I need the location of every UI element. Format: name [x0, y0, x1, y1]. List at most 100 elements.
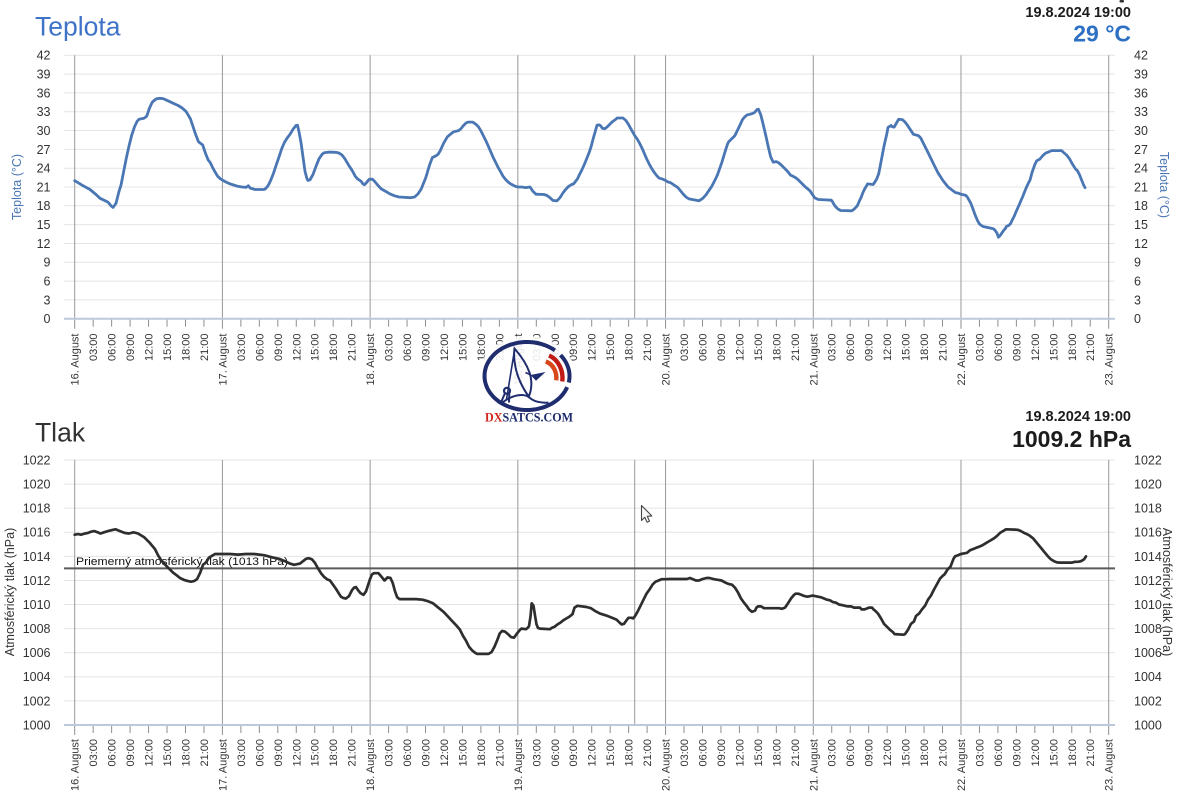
svg-text:21. August: 21. August [808, 334, 820, 386]
svg-text:1012: 1012 [1134, 574, 1162, 588]
svg-text:12:00: 12:00 [439, 739, 451, 767]
svg-text:15:00: 15:00 [162, 739, 174, 767]
svg-text:3: 3 [44, 293, 51, 307]
svg-text:15:00: 15:00 [1048, 334, 1060, 362]
svg-text:1012: 1012 [23, 574, 51, 588]
svg-text:06:00: 06:00 [254, 739, 266, 767]
svg-text:17. August: 17. August [217, 739, 229, 791]
svg-text:18:00: 18:00 [624, 334, 636, 362]
svg-text:36: 36 [37, 86, 51, 100]
svg-text:18:00: 18:00 [476, 739, 488, 767]
svg-text:15:00: 15:00 [457, 334, 469, 362]
svg-text:Teplota: Teplota [35, 12, 121, 42]
svg-text:1006: 1006 [23, 646, 51, 660]
svg-text:12:00: 12:00 [439, 334, 451, 362]
svg-text:03:00: 03:00 [88, 739, 100, 767]
svg-text:03:00: 03:00 [974, 334, 986, 362]
svg-text:Teplota (°C): Teplota (°C) [1157, 152, 1171, 218]
svg-text:18:00: 18:00 [771, 739, 783, 767]
svg-text:18:00: 18:00 [180, 334, 192, 362]
svg-text:15:00: 15:00 [901, 739, 913, 767]
svg-text:1018: 1018 [1134, 502, 1162, 516]
svg-text:18:00: 18:00 [1067, 739, 1079, 767]
svg-text:30: 30 [1134, 124, 1148, 138]
svg-text:1014: 1014 [23, 550, 51, 564]
svg-text:12: 12 [1134, 237, 1148, 251]
svg-text:27: 27 [37, 143, 51, 157]
svg-text:09:00: 09:00 [1011, 334, 1023, 362]
svg-text:23. August: 23. August [1104, 334, 1116, 386]
svg-text:06:00: 06:00 [107, 739, 119, 767]
svg-text:21:00: 21:00 [642, 334, 654, 362]
svg-text:Teplota (°C): Teplota (°C) [10, 154, 24, 220]
svg-text:12:00: 12:00 [734, 739, 746, 767]
svg-text:1016: 1016 [1134, 526, 1162, 540]
svg-text:19.8.2024 19:00: 19.8.2024 19:00 [1025, 5, 1131, 21]
svg-text:1022: 1022 [23, 453, 51, 467]
svg-text:06:00: 06:00 [402, 334, 414, 362]
svg-text:21:00: 21:00 [347, 334, 359, 362]
svg-text:15:00: 15:00 [753, 334, 765, 362]
svg-text:Atmosférický tlak (hPa): Atmosférický tlak (hPa) [1160, 528, 1174, 657]
svg-text:18: 18 [1134, 199, 1148, 213]
svg-text:3: 3 [1134, 293, 1141, 307]
svg-text:36: 36 [1134, 86, 1148, 100]
svg-text:1022: 1022 [1134, 453, 1162, 467]
svg-text:27: 27 [1134, 143, 1148, 157]
svg-text:18:00: 18:00 [624, 739, 636, 767]
svg-text:19.8.2024 19:00: 19.8.2024 19:00 [1025, 409, 1131, 425]
svg-text:39: 39 [1134, 68, 1148, 82]
svg-text:03:00: 03:00 [88, 334, 100, 362]
svg-text:0: 0 [1134, 312, 1141, 326]
svg-text:09:00: 09:00 [421, 739, 433, 767]
svg-text:09:00: 09:00 [273, 739, 285, 767]
svg-text:23. August: 23. August [1104, 739, 1116, 791]
svg-text:21:00: 21:00 [199, 334, 211, 362]
svg-text:06:00: 06:00 [993, 334, 1005, 362]
svg-text:06:00: 06:00 [107, 334, 119, 362]
svg-text:18:00: 18:00 [771, 334, 783, 362]
svg-text:15:00: 15:00 [753, 739, 765, 767]
svg-text:1020: 1020 [1134, 478, 1162, 492]
svg-text:24: 24 [37, 162, 51, 176]
svg-text:1010: 1010 [23, 598, 51, 612]
svg-text:15:00: 15:00 [901, 334, 913, 362]
svg-text:9: 9 [1134, 256, 1141, 270]
svg-text:15:00: 15:00 [1048, 739, 1060, 767]
svg-text:17. August: 17. August [217, 334, 229, 386]
svg-text:16. August: 16. August [70, 739, 82, 791]
svg-text:1004: 1004 [1134, 670, 1162, 684]
svg-text:03:00: 03:00 [384, 739, 396, 767]
svg-text:18. August: 18. August [365, 334, 377, 386]
svg-text:21:00: 21:00 [790, 739, 802, 767]
svg-text:Priemerný atmosférický tlak (1: Priemerný atmosférický tlak (1013 hPa) [76, 556, 288, 568]
svg-text:1004: 1004 [23, 670, 51, 684]
svg-text:03:00: 03:00 [384, 334, 396, 362]
svg-text:15: 15 [1134, 218, 1148, 232]
svg-text:22. August: 22. August [956, 739, 968, 791]
svg-text:09:00: 09:00 [716, 739, 728, 767]
svg-text:15:00: 15:00 [310, 739, 322, 767]
svg-text:12:00: 12:00 [587, 334, 599, 362]
svg-text:15:00: 15:00 [457, 739, 469, 767]
svg-text:1014: 1014 [1134, 550, 1162, 564]
svg-text:21. August: 21. August [808, 739, 820, 791]
svg-text:1006: 1006 [1134, 646, 1162, 660]
svg-text:18: 18 [37, 199, 51, 213]
svg-text:21:00: 21:00 [494, 739, 506, 767]
svg-text:03:00: 03:00 [236, 739, 248, 767]
svg-text:18:00: 18:00 [328, 739, 340, 767]
svg-text:12:00: 12:00 [882, 334, 894, 362]
svg-text:09:00: 09:00 [421, 334, 433, 362]
svg-text:09:00: 09:00 [864, 739, 876, 767]
svg-text:42: 42 [1134, 49, 1148, 63]
svg-text:03:00: 03:00 [531, 739, 543, 767]
svg-text:09:00: 09:00 [568, 739, 580, 767]
svg-text:18:00: 18:00 [1067, 334, 1079, 362]
svg-text:03:00: 03:00 [236, 334, 248, 362]
svg-text:03:00: 03:00 [827, 739, 839, 767]
svg-text:21:00: 21:00 [1085, 739, 1097, 767]
svg-text:12:00: 12:00 [144, 739, 156, 767]
svg-text:03:00: 03:00 [679, 334, 691, 362]
svg-text:09:00: 09:00 [716, 334, 728, 362]
